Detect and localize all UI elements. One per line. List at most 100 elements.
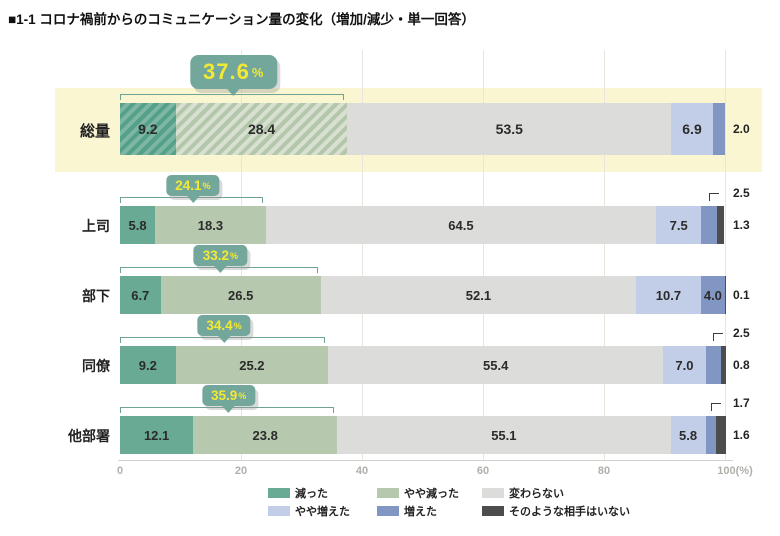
legend-label: そのような相手はいない: [509, 506, 630, 518]
bar-segment-やや増えた: 7.0: [663, 346, 706, 384]
decrease-total-value: 34.4: [206, 318, 233, 333]
segment-value: 4.0: [703, 287, 722, 303]
segment-value: 6.9: [682, 121, 702, 137]
bar-segment-減った: 9.2: [120, 103, 176, 155]
x-tick-label: 80: [597, 465, 611, 477]
legend-item-変わらない: 変わらない: [482, 485, 702, 501]
legend-swatch-icon: [268, 506, 290, 516]
leader-line: [708, 193, 719, 201]
bar-segment-そのような相手はいない: [716, 206, 725, 244]
value-label-outside: 1.3: [733, 218, 750, 232]
legend-label: やや増えた: [295, 506, 350, 518]
percent-sign: %: [202, 180, 211, 191]
segment-value: 64.5: [448, 217, 474, 233]
segment-value: 55.1: [491, 427, 517, 443]
x-tick-label: 40: [355, 465, 369, 477]
value-label-outside: 1.6: [733, 428, 750, 442]
bar-segment-そのような相手はいない: [720, 346, 726, 384]
percent-sign: %: [233, 320, 242, 331]
bar-segment-やや減った: 25.2: [175, 346, 329, 384]
segment-value: 5.8: [128, 217, 147, 233]
segment-value: 52.1: [465, 287, 492, 303]
bar-segment-変わらない: 55.1: [337, 416, 671, 454]
segment-value: 18.3: [197, 217, 224, 233]
legend-item-増えた: 増えた: [377, 503, 482, 519]
bar-segment-増えた: [712, 103, 725, 155]
bar-segment-そのような相手はいない: [725, 276, 726, 314]
x-tick-label: 60: [476, 465, 490, 477]
bar-segment-やや減った: 28.4: [175, 103, 348, 155]
legend-label: やや減った: [404, 488, 459, 500]
bar-segment-増えた: [701, 206, 717, 244]
bar-segment-やや増えた: 7.5: [656, 206, 702, 244]
decrease-total-value: 35.9: [210, 388, 238, 403]
legend-swatch-icon: [482, 488, 504, 498]
row-label-総量: 総量: [79, 123, 110, 140]
bar-segment-減った: 6.7: [120, 276, 161, 314]
value-label-increase: 2.5: [733, 326, 750, 340]
decrease-callout: 37.6%: [190, 55, 278, 96]
callout-tail: [217, 335, 232, 343]
bar-segment-変わらない: 53.5: [347, 103, 672, 155]
legend-label: 増えた: [404, 506, 437, 518]
legend-item-そのような相手はいない: そのような相手はいない: [482, 503, 702, 519]
segment-value: 9.2: [138, 121, 158, 137]
x-axis-line: [118, 460, 733, 461]
legend-item-やや減った: やや減った: [377, 485, 482, 501]
decrease-total-value: 33.2: [202, 248, 230, 263]
bar-segment-増えた: [705, 346, 721, 384]
bar-segment-変わらない: 64.5: [265, 206, 657, 244]
bar-segment-減った: 5.8: [120, 206, 156, 244]
segment-value: 7.5: [669, 217, 688, 233]
bar-segment-変わらない: 52.1: [320, 276, 637, 314]
value-label-increase: 2.5: [733, 186, 750, 200]
bar-segment-やや増えた: 5.8: [670, 416, 706, 454]
callout-tail: [221, 405, 236, 413]
segment-value: 6.7: [131, 287, 150, 303]
bar-segment-やや減った: 23.8: [193, 416, 338, 454]
bar-segment-減った: 9.2: [120, 346, 176, 384]
legend-swatch-icon: [377, 506, 399, 516]
row-label-部下: 部下: [82, 288, 110, 304]
value-label-outside: 2.0: [733, 122, 750, 136]
x-tick-label: 100(%): [717, 465, 753, 477]
bar-segment-やや増えた: 10.7: [636, 276, 701, 314]
row-label-同僚: 同僚: [82, 358, 110, 374]
value-label-outside: 0.8: [733, 358, 750, 372]
callout-tail: [185, 195, 200, 203]
legend: 減った やや減った 変わらないやや増えた 増えた そのような相手はいない: [268, 484, 702, 520]
segment-value: 55.4: [483, 357, 509, 373]
value-label-increase: 1.7: [733, 396, 750, 410]
callout-tail: [226, 88, 241, 96]
segment-value: 23.8: [252, 427, 278, 443]
segment-value: 12.1: [143, 427, 170, 443]
row-label-上司: 上司: [82, 218, 110, 234]
row-label-他部署: 他部署: [68, 428, 110, 444]
segment-value: 28.4: [247, 121, 276, 137]
percent-sign: %: [230, 250, 239, 261]
legend-swatch-icon: [268, 488, 290, 498]
bar-segment-減った: 12.1: [120, 416, 194, 454]
segment-value: 9.2: [138, 357, 157, 373]
decrease-total-value: 24.1: [175, 178, 202, 193]
segment-value: 7.0: [675, 357, 694, 373]
leader-line: [710, 403, 721, 411]
bar-segment-やや増えた: 6.9: [671, 103, 713, 155]
decrease-callout: 33.2%: [193, 245, 248, 273]
x-tick-label: 0: [116, 465, 124, 477]
chart-title: ■1-1 コロナ禍前からのコミュニケーション量の変化（増加/減少・単一回答）: [8, 12, 475, 27]
legend-swatch-icon: [482, 506, 504, 516]
percent-sign: %: [251, 64, 265, 80]
legend-item-減った: 減った: [268, 485, 377, 501]
segment-value: 53.5: [495, 121, 523, 137]
bar-segment-やや減った: 26.5: [160, 276, 321, 314]
callout-tail: [213, 265, 228, 273]
segment-value: 25.2: [239, 357, 265, 373]
segment-value: 5.8: [679, 427, 698, 443]
gridline: [483, 50, 484, 460]
segment-value: 26.5: [228, 287, 254, 303]
legend-swatch-icon: [377, 488, 399, 498]
x-tick-label: 20: [234, 465, 248, 477]
bar-segment-増えた: [705, 416, 716, 454]
decrease-callout: 24.1%: [166, 175, 220, 203]
